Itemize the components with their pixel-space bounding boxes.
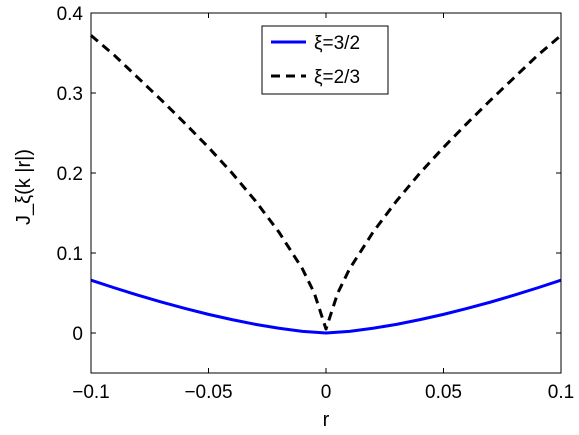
series-line-1 <box>90 34 562 331</box>
legend: ξ=3/2 ξ=2/3 <box>261 25 389 95</box>
x-tick-label: 0 <box>321 382 332 403</box>
y-tick-label: 0 <box>72 324 83 345</box>
legend-label-xi-2-3: ξ=2/3 <box>314 67 360 88</box>
x-tick-label: −0.05 <box>184 382 232 403</box>
series-layer <box>90 34 562 335</box>
y-tick-label: 0.2 <box>57 164 83 185</box>
x-axis-label: r <box>323 409 330 431</box>
y-tick-label: 0.1 <box>57 244 83 265</box>
legend-box <box>261 25 389 95</box>
y-tick-label: 0.4 <box>57 4 84 25</box>
x-tick-label: −0.1 <box>72 382 110 403</box>
x-tick-label: 0.1 <box>548 382 574 403</box>
ticks-layer: −0.1 −0.05 0 0.05 0.1 0 0.1 0.2 0.3 0.4 <box>57 4 575 403</box>
series-line-0 <box>90 278 562 335</box>
legend-label-xi-3-2: ξ=3/2 <box>314 33 360 54</box>
x-tick-label: 0.05 <box>425 382 462 403</box>
y-axis-label: J_ξ(k |r|) <box>13 149 35 225</box>
y-tick-label: 0.3 <box>57 84 83 105</box>
